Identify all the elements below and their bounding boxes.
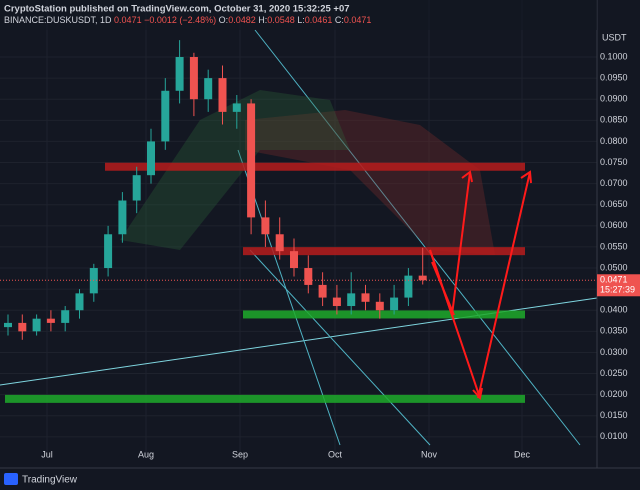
body (218, 78, 227, 112)
price-tag (597, 274, 640, 297)
open: 0.0482 (228, 15, 256, 25)
level-zone (5, 394, 525, 403)
body (290, 251, 298, 269)
body (304, 268, 313, 285)
body (418, 275, 427, 281)
body (332, 297, 341, 307)
y-tick-label: 0.0350 (600, 326, 628, 336)
trendline (249, 249, 431, 446)
close-label: C: (335, 15, 344, 25)
header-bg (0, 0, 597, 30)
publisher: CryptoStation published on TradingView.c… (4, 4, 350, 15)
body (232, 103, 241, 112)
x-tick-label: Nov (421, 449, 438, 459)
body (32, 318, 41, 332)
change: −0.0012 (−2.48%) (144, 15, 216, 25)
countdown: 15:27:39 (600, 285, 635, 295)
cloud (245, 110, 495, 255)
body (361, 293, 370, 302)
y-tick-label: 0.0300 (600, 347, 628, 357)
symbol: BINANCE:DUSKUSDT, 1D (4, 15, 112, 25)
y-tick-label: 0.0700 (600, 178, 628, 188)
y-tick-label: 0.0750 (600, 157, 628, 167)
arrow-head (461, 170, 473, 183)
y-tick-label: 0.0250 (600, 368, 628, 378)
body (75, 293, 84, 311)
y-tick-label: 0.0600 (600, 220, 628, 230)
body (46, 318, 55, 323)
y-tick-label: 0.0100 (600, 431, 628, 441)
y-tick-label: 0.0800 (600, 136, 628, 146)
symbol-line: BINANCE:DUSKUSDT, 1D 0.0471 −0.0012 (−2.… (4, 15, 371, 25)
y-tick-label: 0.0200 (600, 389, 628, 399)
body (204, 78, 213, 100)
body (347, 293, 356, 307)
y-tick-label: 0.0950 (600, 72, 628, 82)
last-price-label: 0.0471 (600, 275, 628, 285)
body (61, 310, 70, 323)
body (261, 217, 270, 235)
body (404, 275, 413, 298)
high-label: H: (258, 15, 267, 25)
x-tick-label: Jul (41, 449, 53, 459)
level-zone (105, 162, 525, 171)
y-tick-label: 0.0550 (600, 241, 628, 251)
y-tick-label: 0.0650 (600, 199, 628, 209)
arrow (431, 261, 455, 316)
arrows (429, 170, 532, 401)
body (189, 57, 198, 100)
body (318, 284, 327, 298)
x-tick-label: Sep (232, 449, 248, 459)
x-tick-label: Aug (138, 449, 154, 459)
body (118, 200, 127, 235)
last: 0.0471 (114, 15, 142, 25)
level-zone (243, 310, 525, 319)
y-tick-label: 0.0850 (600, 115, 628, 125)
high: 0.0548 (267, 15, 295, 25)
body (104, 234, 113, 269)
currency: USDT (602, 32, 627, 42)
brand: TradingView (22, 475, 78, 486)
arrow-head (520, 170, 532, 184)
y-tick-label: 0.0500 (600, 262, 628, 272)
body (175, 57, 184, 91)
price-axis (597, 0, 640, 468)
body (161, 90, 170, 142)
y-tick-label: 0.0400 (600, 305, 628, 315)
low-label: L: (297, 15, 305, 25)
y-tick-label: 0.1000 (600, 51, 628, 61)
body (132, 175, 141, 201)
x-tick-label: Dec (514, 449, 531, 459)
low: 0.0461 (305, 15, 333, 25)
body (390, 297, 399, 311)
body (275, 234, 284, 252)
body (147, 141, 155, 176)
levels (5, 162, 525, 403)
candles (4, 40, 427, 340)
body (247, 103, 256, 218)
grid (0, 0, 597, 455)
body (4, 322, 12, 328)
x-tick-label: Oct (328, 449, 343, 459)
open-label: O: (219, 15, 229, 25)
y-tick-label: 0.0150 (600, 410, 628, 420)
level-zone (243, 247, 525, 256)
body (375, 301, 384, 311)
body (18, 322, 27, 332)
arrow-head (472, 387, 483, 401)
close: 0.0471 (344, 15, 372, 25)
y-tick-label: 0.0900 (600, 94, 628, 104)
trendline (254, 29, 581, 446)
arrow (477, 171, 531, 399)
logo (4, 473, 18, 485)
